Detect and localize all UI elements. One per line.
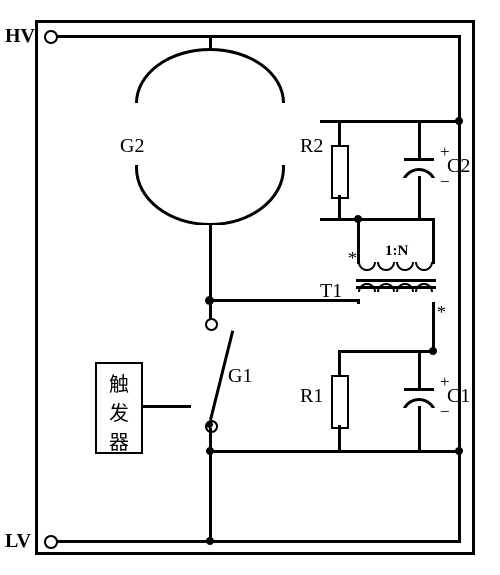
- sw-top-term: [205, 318, 218, 331]
- wire-g2-bottom-stem: [209, 224, 212, 302]
- wire-c1-top: [418, 350, 421, 388]
- wire-hv-rail: [50, 35, 460, 38]
- patch-1: [320, 350, 338, 353]
- node-sw-450: [206, 447, 214, 455]
- wire-c2-top: [418, 120, 421, 158]
- r2-body: [331, 145, 349, 199]
- c1-plate-top: [404, 388, 434, 391]
- label-c1: C1: [447, 385, 470, 408]
- trigger-box: 触 发 器: [95, 362, 143, 454]
- label-r2: R2: [300, 135, 323, 158]
- trigger-l2: 发: [97, 397, 141, 426]
- label-hv: HV: [5, 25, 35, 48]
- t1-secondary: [358, 262, 434, 280]
- wire-r1c1-bot: [320, 450, 460, 453]
- border-bottom: [35, 552, 475, 555]
- terminal-lv: [44, 535, 58, 549]
- wire-trigger-to-sw: [141, 405, 191, 408]
- border-left: [35, 20, 38, 555]
- wire-t1-pri-right-v: [432, 302, 435, 350]
- wire-t1-sec-left: [357, 218, 360, 264]
- wire-r1-top: [338, 350, 341, 376]
- g2-bottom-electrode: [135, 165, 285, 225]
- label-c2: C2: [447, 155, 470, 178]
- trigger-l3: 器: [97, 426, 141, 455]
- dot-pri: *: [437, 302, 446, 323]
- label-r1: R1: [300, 385, 323, 408]
- label-t1: T1: [320, 280, 342, 303]
- wire-r1-bot: [338, 425, 341, 452]
- c2-plate-top: [404, 158, 434, 161]
- wire-sw-to-r1bot: [210, 450, 323, 453]
- node-pri-right: [429, 347, 437, 355]
- node-bot-right: [455, 447, 463, 455]
- label-lv: LV: [5, 530, 31, 553]
- wire-c1-bot: [418, 406, 421, 452]
- wire-r2-top: [338, 120, 341, 146]
- wire-c2-bot: [418, 176, 421, 220]
- t1-primary: [358, 292, 434, 310]
- label-ratio: 1:N: [385, 243, 408, 260]
- wire-lv-rail: [50, 540, 460, 543]
- node-sw-lv: [206, 537, 214, 545]
- border-right: [472, 20, 475, 555]
- wire-r2c2-top: [320, 120, 460, 123]
- label-g1: G1: [228, 365, 252, 388]
- wire-sw-bot-stub: [209, 428, 212, 542]
- dot-sec: *: [348, 248, 357, 269]
- trigger-l1: 触: [97, 368, 141, 397]
- border-top: [35, 20, 475, 23]
- r1-body: [331, 375, 349, 429]
- wire-t1-sec-right-v: [432, 218, 435, 264]
- wire-c2-to-secR: [418, 218, 435, 221]
- node-top-right: [455, 117, 463, 125]
- label-g2: G2: [120, 135, 144, 158]
- g2-top-electrode: [135, 48, 285, 103]
- wire-g2-top-stem: [209, 35, 212, 49]
- node-sec-left: [354, 215, 362, 223]
- wire-right-rail: [458, 35, 461, 543]
- wire-t1-pri-left: [357, 299, 360, 304]
- terminal-hv: [44, 30, 58, 44]
- circuit-diagram: HV LV G2: [0, 0, 500, 575]
- sw-pivot: [206, 421, 213, 428]
- wire-r2-bot: [338, 195, 341, 220]
